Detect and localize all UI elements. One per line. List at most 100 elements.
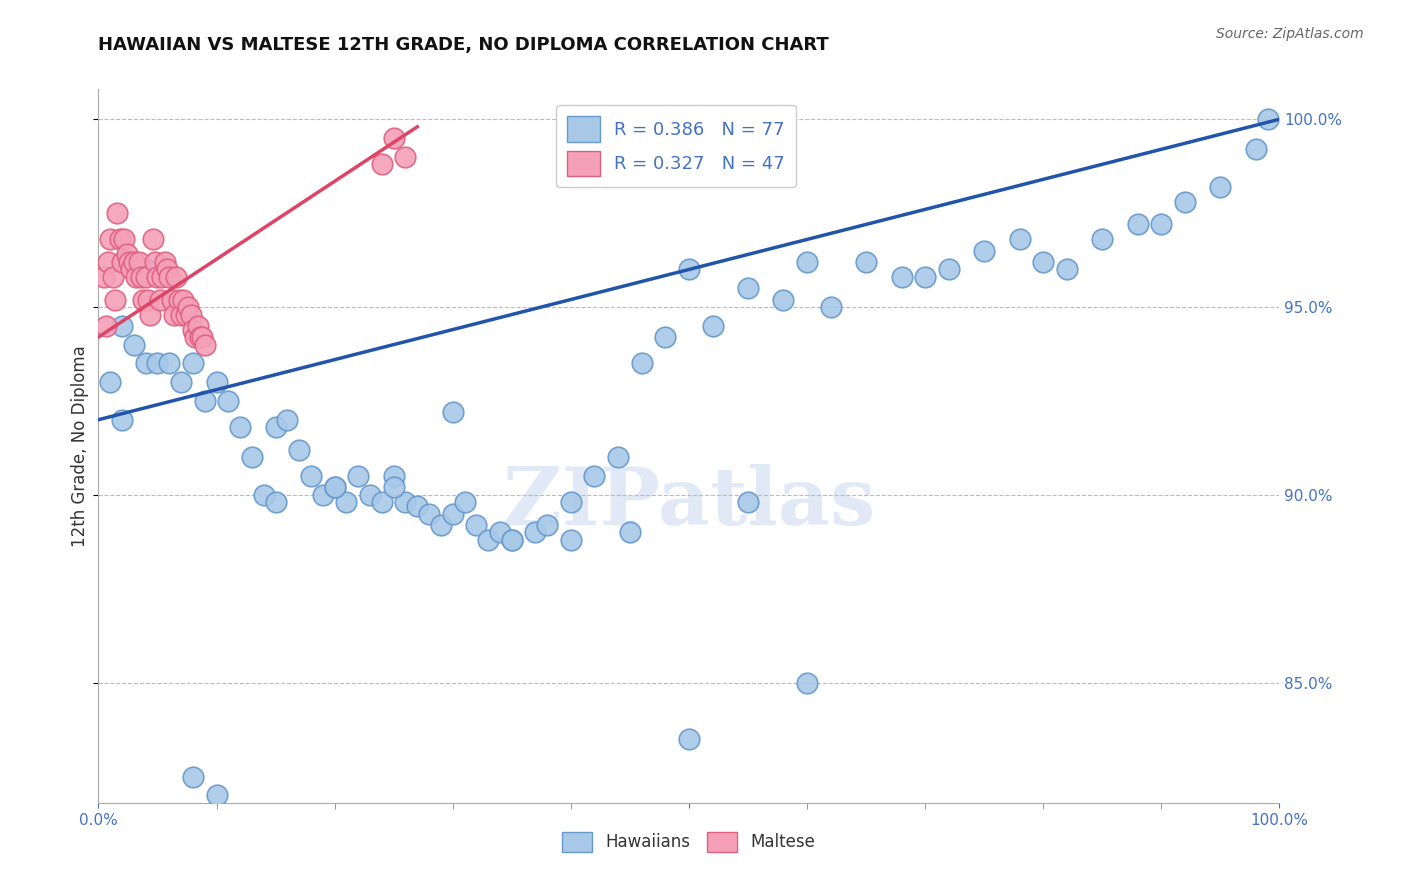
Point: [194, 337, 217, 351]
Point: [560, 495, 582, 509]
Point: [122, 255, 145, 269]
Point: [938, 262, 960, 277]
Point: [111, 413, 134, 427]
Text: Source: ZipAtlas.com: Source: ZipAtlas.com: [1216, 27, 1364, 41]
Point: [184, 330, 207, 344]
Point: [240, 450, 263, 465]
Point: [1126, 218, 1149, 232]
Point: [347, 469, 370, 483]
Point: [181, 322, 204, 336]
Point: [418, 507, 440, 521]
Point: [323, 480, 346, 494]
Point: [111, 255, 134, 269]
Point: [772, 293, 794, 307]
Point: [156, 262, 179, 277]
Point: [702, 318, 724, 333]
Point: [359, 488, 381, 502]
Point: [323, 480, 346, 494]
Point: [406, 499, 429, 513]
Point: [796, 255, 818, 269]
Point: [157, 356, 180, 370]
Point: [276, 413, 298, 427]
Legend: Hawaiians, Maltese: Hawaiians, Maltese: [555, 825, 823, 859]
Point: [1091, 232, 1114, 246]
Point: [501, 533, 523, 547]
Point: [430, 517, 453, 532]
Point: [118, 255, 141, 269]
Point: [146, 270, 169, 285]
Point: [105, 206, 128, 220]
Point: [678, 731, 700, 746]
Point: [820, 300, 842, 314]
Text: ZIPatlas: ZIPatlas: [503, 464, 875, 542]
Point: [132, 293, 155, 307]
Point: [93, 270, 115, 285]
Point: [112, 232, 135, 246]
Point: [382, 131, 405, 145]
Point: [135, 262, 157, 277]
Point: [536, 517, 558, 532]
Point: [1209, 179, 1232, 194]
Point: [111, 318, 134, 333]
Point: [229, 420, 252, 434]
Point: [441, 405, 464, 419]
Point: [170, 308, 193, 322]
Point: [890, 270, 912, 285]
Point: [181, 770, 204, 784]
Point: [382, 480, 405, 494]
Point: [205, 789, 228, 803]
Point: [115, 247, 138, 261]
Point: [855, 255, 877, 269]
Point: [583, 469, 606, 483]
Point: [312, 488, 335, 502]
Point: [678, 262, 700, 277]
Point: [382, 469, 405, 483]
Point: [796, 675, 818, 690]
Point: [165, 270, 187, 285]
Point: [98, 232, 121, 246]
Point: [205, 375, 228, 389]
Point: [121, 262, 143, 277]
Point: [1056, 262, 1078, 277]
Point: [146, 356, 169, 370]
Point: [264, 420, 287, 434]
Point: [524, 525, 547, 540]
Point: [1174, 194, 1197, 209]
Point: [129, 270, 152, 285]
Point: [157, 270, 180, 285]
Point: [170, 375, 193, 389]
Point: [139, 308, 162, 322]
Point: [163, 308, 186, 322]
Point: [188, 330, 211, 344]
Point: [737, 281, 759, 295]
Point: [191, 330, 214, 344]
Point: [477, 533, 499, 547]
Point: [142, 232, 165, 246]
Point: [181, 356, 204, 370]
Point: [737, 495, 759, 509]
Point: [299, 469, 322, 483]
Point: [1244, 142, 1267, 156]
Point: [150, 270, 173, 285]
Point: [1257, 112, 1279, 127]
Point: [136, 293, 159, 307]
Point: [125, 270, 148, 285]
Point: [122, 337, 145, 351]
Point: [394, 150, 416, 164]
Point: [335, 495, 357, 509]
Point: [172, 293, 194, 307]
Point: [135, 270, 157, 285]
Point: [453, 495, 475, 509]
Point: [560, 533, 582, 547]
Point: [973, 244, 995, 258]
Point: [153, 255, 176, 269]
Point: [149, 293, 172, 307]
Point: [108, 232, 131, 246]
Point: [104, 293, 127, 307]
Text: HAWAIIAN VS MALTESE 12TH GRADE, NO DIPLOMA CORRELATION CHART: HAWAIIAN VS MALTESE 12TH GRADE, NO DIPLO…: [98, 36, 830, 54]
Point: [914, 270, 936, 285]
Point: [98, 375, 121, 389]
Point: [630, 356, 652, 370]
Point: [465, 517, 488, 532]
Point: [187, 318, 209, 333]
